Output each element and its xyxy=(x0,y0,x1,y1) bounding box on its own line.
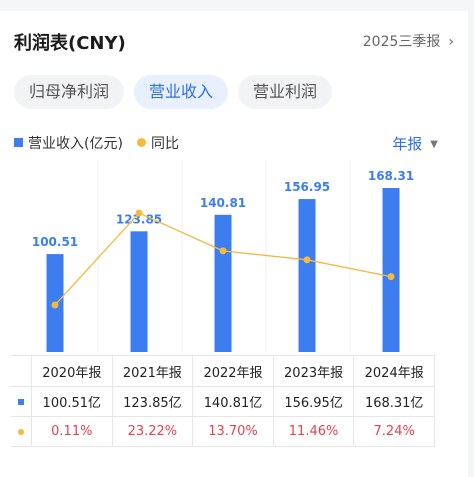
table-header-cell: 2020年报 xyxy=(31,355,113,387)
yoy-point[interactable] xyxy=(219,247,227,255)
bar-value-label: 140.81 xyxy=(200,196,246,210)
bar-value-label: 123.85 xyxy=(116,212,162,226)
chevron-right-icon: › xyxy=(448,34,454,50)
table-cell: 13.70% xyxy=(192,416,274,447)
table-cell: 11.46% xyxy=(272,416,354,447)
caret-down-icon: ▼ xyxy=(430,139,438,150)
table-cell: 0.11% xyxy=(31,416,113,447)
tab-net-profit[interactable]: 归母净利润 xyxy=(14,75,124,109)
bar-value-label: 156.95 xyxy=(284,180,330,194)
table-header-cell: 2022年报 xyxy=(192,355,274,387)
frequency-dropdown[interactable]: 年报 ▼ xyxy=(392,133,438,154)
table-header-cell: 2024年报 xyxy=(353,355,435,387)
tab-revenue[interactable]: 营业收入 xyxy=(134,75,228,109)
data-table: 2020年报 2021年报 2022年报 2023年报 2024年报 100.5… xyxy=(11,355,435,447)
report-period-label: 2025三季报 xyxy=(362,34,441,50)
table-cell: 23.22% xyxy=(111,416,193,447)
table-row-marker xyxy=(11,416,32,447)
card-title: 利润表(CNY) xyxy=(14,33,126,54)
table-row-revenue: 100.51亿 123.85亿 140.81亿 156.95亿 168.31亿 xyxy=(11,386,435,417)
yoy-point[interactable] xyxy=(135,209,143,217)
bar-value-label: 168.31 xyxy=(368,169,414,183)
table-cell: 156.95亿 xyxy=(272,386,354,417)
tab-operating-profit[interactable]: 营业利润 xyxy=(238,75,332,109)
revenue-bar[interactable] xyxy=(130,231,148,352)
legend-square-icon xyxy=(14,138,23,147)
legend-yoy-label: 同比 xyxy=(151,136,179,152)
table-cell: 123.85亿 xyxy=(111,386,193,417)
square-icon xyxy=(18,399,24,405)
report-period-link[interactable]: 2025三季报 › xyxy=(363,31,454,51)
table-cell: 100.51亿 xyxy=(31,386,113,417)
yoy-point[interactable] xyxy=(51,301,59,309)
table-cell: 168.31亿 xyxy=(353,386,435,417)
card-header: 利润表(CNY) 2025三季报 › xyxy=(14,29,454,54)
table-header-cell: 2021年报 xyxy=(111,355,193,387)
table-cell-empty xyxy=(11,355,32,387)
table-header-row: 2020年报 2021年报 2022年报 2023年报 2024年报 xyxy=(11,355,435,387)
revenue-bar[interactable] xyxy=(382,188,400,352)
yoy-point[interactable] xyxy=(387,273,395,281)
table-cell: 7.24% xyxy=(353,416,435,447)
table-row-yoy: 0.11% 23.22% 13.70% 11.46% 7.24% xyxy=(11,416,435,447)
revenue-bar[interactable] xyxy=(214,214,232,352)
bar-value-label: 100.51 xyxy=(32,235,78,249)
legend-dot-icon xyxy=(137,138,146,147)
table-header-cell: 2023年报 xyxy=(272,355,354,387)
yoy-point[interactable] xyxy=(303,256,311,264)
table-row-marker xyxy=(11,386,32,417)
dot-icon xyxy=(18,429,24,435)
frequency-label: 年报 xyxy=(392,135,423,153)
revenue-bar[interactable] xyxy=(298,199,316,352)
table-cell: 140.81亿 xyxy=(192,386,274,417)
legend-revenue-label: 营业收入(亿元) xyxy=(28,136,123,152)
